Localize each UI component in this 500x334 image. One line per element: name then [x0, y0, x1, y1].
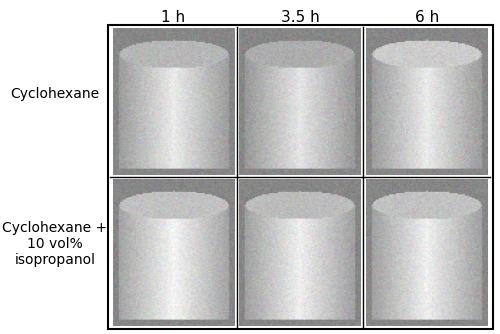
Text: Cyclohexane +
10 vol%
isopropanol: Cyclohexane + 10 vol% isopropanol [2, 221, 108, 267]
Text: 6 h: 6 h [414, 10, 439, 25]
Text: 3.5 h: 3.5 h [280, 10, 320, 25]
Text: Cyclohexane: Cyclohexane [10, 87, 100, 101]
Text: 1 h: 1 h [162, 10, 186, 25]
